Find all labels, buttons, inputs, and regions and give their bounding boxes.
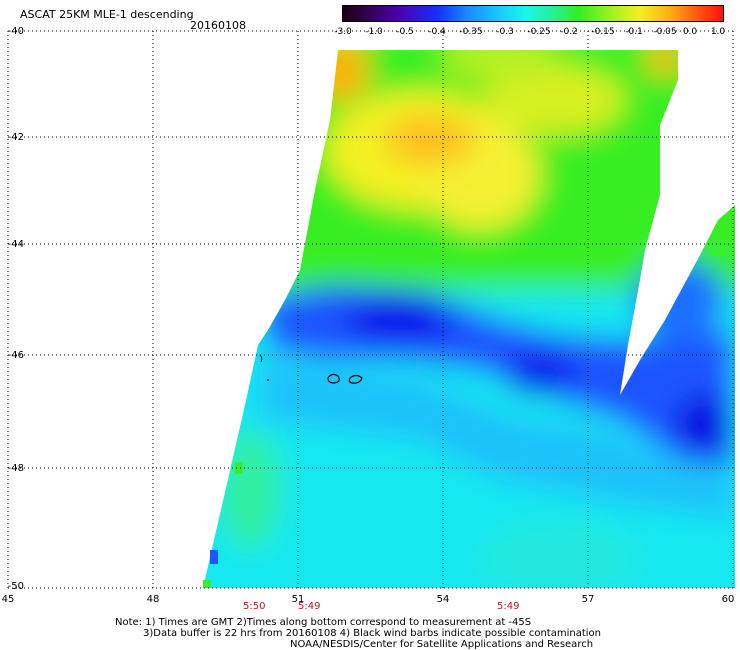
colorbar-tick: -1.0 (365, 27, 383, 37)
map-title: ASCAT 25KM MLE-1 descending (20, 8, 194, 21)
data-patch (235, 462, 243, 474)
y-axis-label: -48 (7, 463, 24, 474)
map-date: 20160108 (190, 19, 246, 32)
data-patch (710, 240, 726, 256)
data-swath (203, 50, 735, 588)
colorbar-tick: -0.35 (459, 27, 483, 37)
colorbar-tick: 1.0 (710, 27, 726, 37)
colorbar-tick: -3.0 (334, 27, 352, 37)
island-outline (348, 374, 363, 384)
note-line-2: 3)Data buffer is 22 hrs from 20160108 4)… (143, 628, 601, 639)
y-axis-label: -46 (7, 350, 24, 361)
colorbar-tick: 0.0 (682, 27, 698, 37)
x-axis-label: 51 (291, 594, 305, 605)
y-axis-label: -42 (7, 132, 24, 143)
grid (7, 30, 735, 589)
x-axis-label: 54 (436, 594, 450, 605)
data-patch (210, 550, 218, 564)
x-axis-label: 57 (581, 594, 595, 605)
y-axis-label: -44 (7, 239, 24, 250)
colorbar (342, 5, 724, 22)
colorbar-tick: -0.05 (653, 27, 677, 37)
x-axis-label: 45 (1, 594, 15, 605)
note-line-3: NOAA/NESDIS/Center for Satellite Applica… (290, 639, 594, 650)
island-outline (267, 379, 269, 381)
colorbar-tick: -0.25 (527, 27, 551, 37)
colorbar-tick: -0.3 (496, 27, 514, 37)
colorbar-tick: -0.4 (428, 27, 446, 37)
time-label: 5:49 (298, 601, 321, 612)
colorbar-tick: -0.5 (396, 27, 414, 37)
island-outline (259, 354, 263, 363)
note-line-1: Note: 1) Times are GMT 2)Times along bot… (115, 617, 532, 628)
data-patch (203, 580, 211, 588)
y-axis-label: -50 (7, 581, 24, 592)
colorbar-tick: -0.1 (625, 27, 643, 37)
x-axis-label: 48 (146, 594, 160, 605)
time-label: 5:49 (497, 601, 520, 612)
y-axis-label: -40 (7, 26, 24, 37)
colorbar-tick: -0.2 (560, 27, 578, 37)
island-outline (327, 373, 340, 384)
time-label: 5:50 (243, 601, 266, 612)
colorbar-tick: -0.15 (591, 27, 615, 37)
x-axis-label: 60 (721, 594, 735, 605)
